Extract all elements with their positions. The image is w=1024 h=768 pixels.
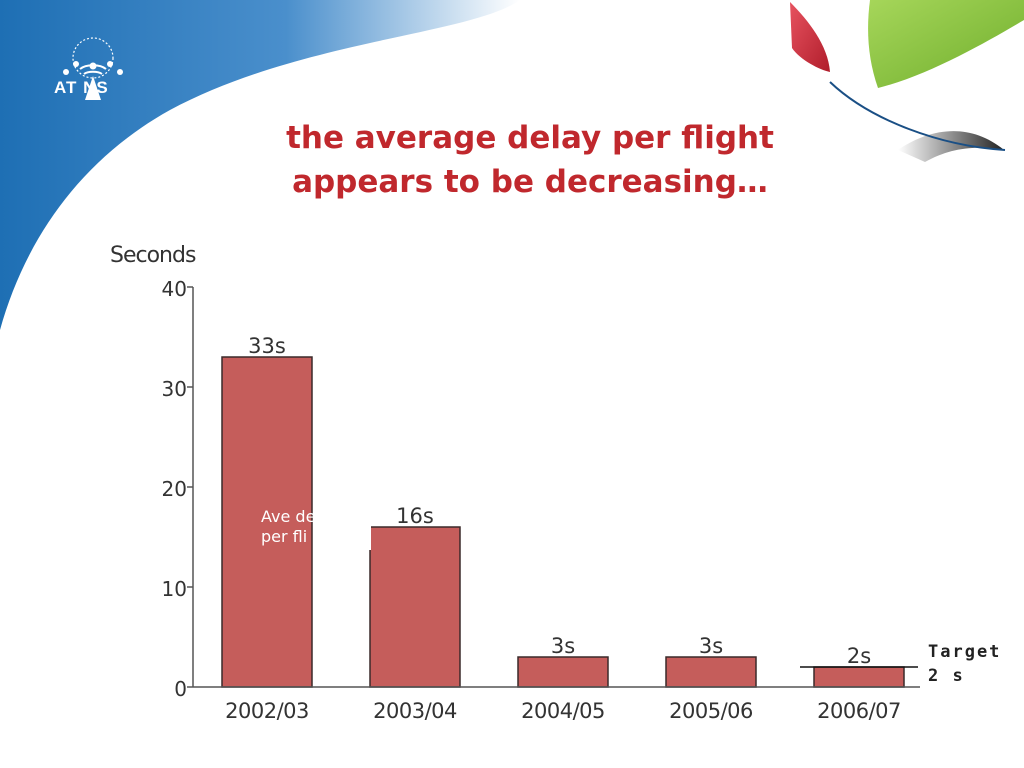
x-category-label: 2002/03 [225, 699, 309, 723]
slide-title-line-2: appears to be decreasing… [292, 164, 768, 200]
grey-accent-shape [898, 131, 1004, 162]
y-tick-label: 10 [162, 577, 187, 601]
bar-data-label: 2s [847, 644, 871, 668]
x-category-label: 2004/05 [521, 699, 605, 723]
x-category-label: 2006/07 [817, 699, 901, 723]
y-tick-label: 0 [174, 677, 187, 701]
slide-title-line-1: the average delay per flight [286, 120, 774, 156]
bar-data-label: 33s [248, 334, 286, 358]
bar-2005-06 [665, 656, 757, 688]
target-label-line-1: Target [928, 642, 1002, 662]
legend-mask [313, 500, 371, 550]
bar-2004-05 [517, 656, 609, 688]
y-tick-label: 40 [162, 277, 187, 301]
y-tick-label: 30 [162, 377, 187, 401]
accent-curve-line [829, 81, 1006, 151]
bar-2003-04 [369, 526, 461, 688]
legend-text-line-1: Ave de [261, 507, 315, 526]
x-category-label: 2003/04 [373, 699, 457, 723]
bar-data-label: 3s [551, 634, 575, 658]
y-tick-label: 20 [162, 477, 187, 501]
bar-2002-03 [221, 356, 313, 688]
green-accent-shape [868, 0, 1024, 88]
x-category-label: 2005/06 [669, 699, 753, 723]
logo-wordmark: AT NS [54, 78, 109, 97]
bar-data-label: 16s [396, 504, 434, 528]
target-label-line-2: 2 s [928, 666, 965, 686]
blue-swoosh-shape [0, 0, 520, 330]
legend-text-line-2: per fli [261, 527, 307, 546]
bar-data-label: 3s [699, 634, 723, 658]
red-accent-shape [790, 2, 830, 72]
bar-2006-07 [813, 666, 905, 688]
y-axis-label: Seconds [110, 243, 196, 268]
atns-logo [63, 37, 123, 100]
